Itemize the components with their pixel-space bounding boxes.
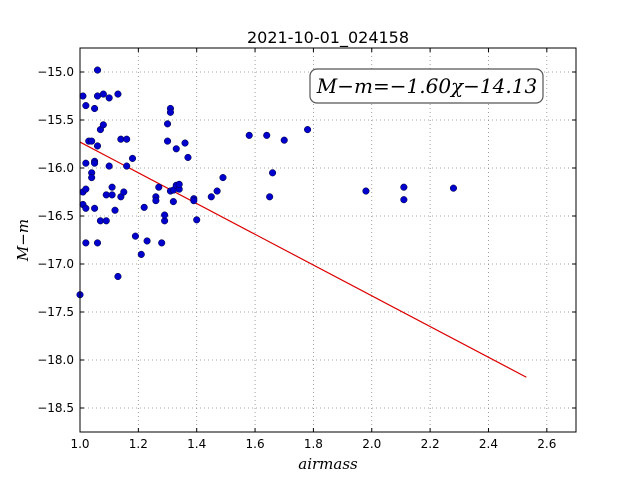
data-point [193,216,201,224]
data-point [82,102,90,110]
x-axis-ticks: 1.0 1.2 1.4 1.6 1.8 2.0 2.2 2.4 2.6 [70,48,556,451]
y-tick-label: −18.0 [37,353,74,367]
axes-frame [79,47,577,433]
fit-line [79,141,527,378]
data-point [362,187,370,195]
data-point [82,239,90,247]
data-point [79,92,87,100]
data-point [163,120,172,128]
data-point [152,197,160,205]
data-point [207,193,215,201]
data-point [266,193,274,201]
data-point [99,121,107,129]
data-point [93,239,102,247]
data-point [304,126,312,134]
data-point [400,183,408,191]
data-point [213,187,221,195]
data-point [99,90,107,98]
data-point [184,153,192,161]
data-point [219,174,227,182]
data-point [155,183,163,191]
x-tick-label: 2.0 [362,437,381,451]
data-point [263,131,271,139]
fit-line-layer [79,141,527,378]
data-point [105,94,113,102]
y-tick-label: −15.5 [37,113,74,127]
x-tick-label: 2.6 [537,437,556,451]
grid [79,48,576,432]
data-point [166,108,174,116]
data-point [175,180,183,188]
x-tick-label: 1.4 [187,437,206,451]
fit-equation-text: M−m=−1.60χ−14.13 [316,74,537,98]
x-tick-label: 1.8 [304,437,323,451]
data-points [76,66,458,299]
y-tick-label: −15.0 [37,65,74,79]
x-tick-label: 1.2 [129,437,148,451]
data-point [190,197,198,205]
x-axis-label: airmass [298,455,358,473]
y-tick-label: −17.0 [37,257,74,271]
data-point [269,169,277,177]
data-point [172,145,180,153]
data-point [120,188,128,196]
data-point [111,206,119,214]
x-tick-label: 2.4 [479,437,498,451]
y-axis-label: M−m [14,219,32,262]
y-tick-label: −17.5 [37,305,74,319]
data-point [82,159,90,167]
data-point [114,272,122,281]
data-point [123,135,131,143]
data-point [158,239,166,247]
data-point [169,198,177,206]
data-point [91,204,99,212]
y-tick-label: −18.5 [37,401,74,415]
y-axis-ticks: −15.0 −15.5 −16.0 −16.5 −17.0 −17.5 −18.0 −18.5 [37,65,576,415]
data-point [82,185,90,193]
data-point [449,184,458,192]
x-tick-label: 1.6 [246,437,265,451]
data-point [140,203,148,211]
data-point [161,211,169,219]
data-point [280,136,288,144]
y-tick-label: −16.5 [37,209,74,223]
data-point [93,66,102,74]
data-point [245,131,253,139]
fit-equation-annotation: M−m=−1.60χ−14.13 [309,68,544,104]
data-point [105,162,113,170]
plot-area: 1.0 1.2 1.4 1.6 1.8 2.0 2.2 2.4 2.6 −15.0−15.5−1… [37,47,577,451]
data-point [88,137,96,145]
annotation-box [309,68,544,104]
data-point [88,174,96,182]
data-point [137,250,145,258]
data-point [143,237,151,245]
data-point [181,139,189,147]
data-point [131,232,139,240]
data-point [114,90,122,98]
data-point [108,183,116,191]
data-point [91,104,99,113]
x-tick-label: 2.2 [421,437,440,451]
data-point [93,142,102,150]
data-point [102,217,110,225]
chart-title: 2021-10-01_024158 [247,28,409,48]
y-tick-label: −16.0 [37,161,74,175]
data-point [163,137,172,145]
data-point [82,204,90,212]
data-point [91,159,99,167]
data-point [123,162,131,170]
x-tick-label: 1.0 [70,437,89,451]
data-point [400,196,408,204]
data-point [128,154,137,162]
data-point [108,191,116,199]
